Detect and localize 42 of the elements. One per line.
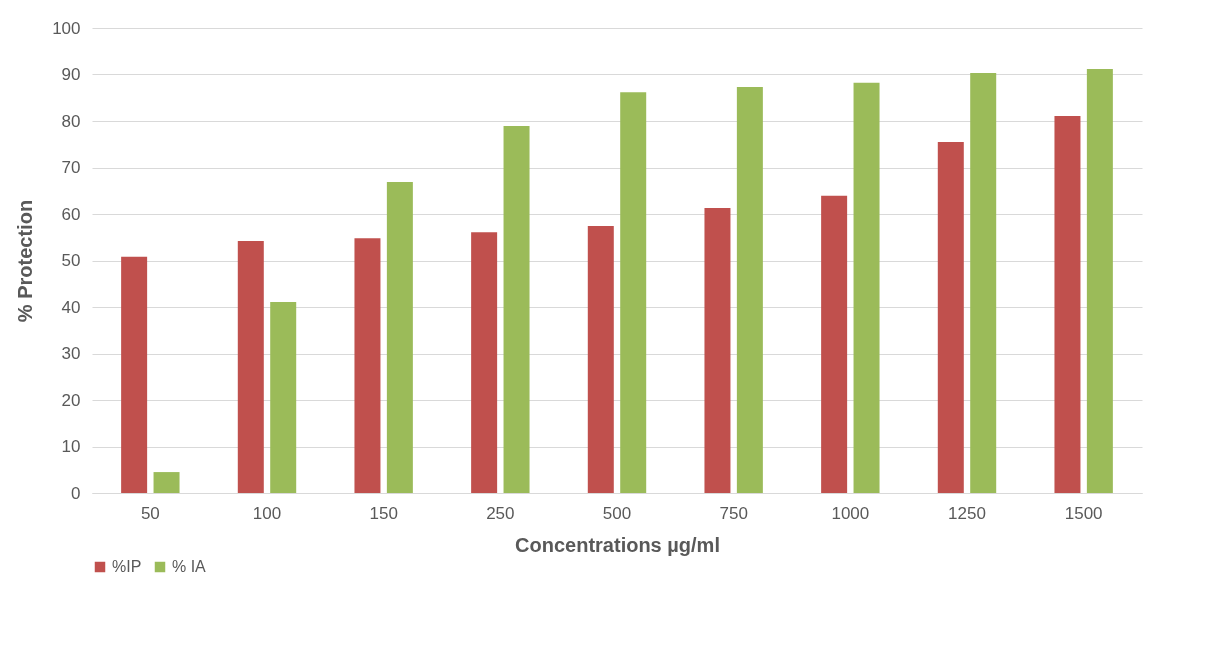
bar bbox=[587, 226, 614, 493]
bar bbox=[853, 82, 880, 493]
bar bbox=[736, 87, 763, 493]
bar bbox=[937, 141, 964, 493]
bar bbox=[1086, 68, 1113, 493]
y-tick-label: 100 bbox=[52, 18, 81, 38]
bar bbox=[471, 232, 498, 493]
x-tick-label: 50 bbox=[140, 503, 160, 523]
y-tick-label: 90 bbox=[61, 65, 81, 84]
x-tick-label: 1250 bbox=[948, 503, 986, 523]
y-tick-label: 20 bbox=[61, 390, 81, 410]
y-tick-label: 50 bbox=[61, 251, 81, 270]
bar bbox=[1054, 115, 1081, 493]
x-tick-label: 1500 bbox=[1064, 503, 1103, 523]
y-tick-label: 80 bbox=[61, 111, 81, 131]
x-tick-label: 150 bbox=[369, 503, 398, 523]
bar bbox=[237, 240, 264, 493]
y-tick-label: 70 bbox=[61, 158, 81, 177]
x-tick-label: 750 bbox=[719, 503, 748, 523]
bar bbox=[503, 126, 530, 493]
legend-label: % IA bbox=[172, 558, 207, 575]
y-tick-label: 60 bbox=[61, 204, 81, 224]
y-axis-title: % Protection bbox=[14, 199, 37, 323]
y-tick-label: 10 bbox=[61, 437, 81, 456]
bar bbox=[121, 256, 148, 493]
bar bbox=[620, 92, 647, 493]
bar bbox=[821, 195, 848, 493]
y-tick-label: 40 bbox=[61, 297, 81, 317]
x-tick-label: 500 bbox=[602, 503, 632, 523]
bar bbox=[270, 301, 297, 493]
x-tick-label: 1000 bbox=[831, 503, 870, 523]
x-tick-label: 250 bbox=[486, 503, 515, 523]
y-tick-label: 30 bbox=[61, 344, 81, 363]
bar bbox=[970, 73, 997, 493]
x-tick-label: 100 bbox=[252, 503, 282, 523]
bar bbox=[704, 207, 731, 493]
x-axis-title: Concentrations µg/ml bbox=[515, 533, 720, 556]
bar bbox=[153, 472, 180, 493]
legend-label: %IP bbox=[112, 558, 142, 575]
bar bbox=[354, 238, 381, 493]
bar bbox=[386, 181, 413, 493]
y-tick-label: 0 bbox=[71, 483, 81, 503]
